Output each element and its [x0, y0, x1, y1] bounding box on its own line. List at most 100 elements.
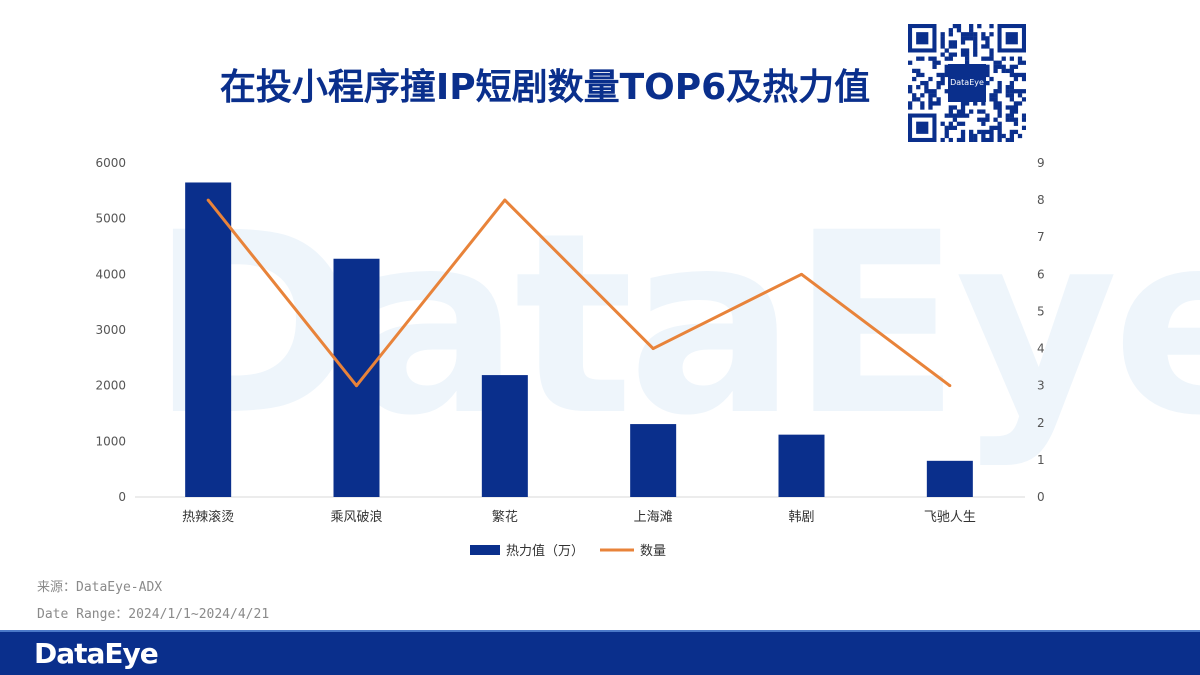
qr-module [936, 97, 941, 102]
legend-swatch-bar [470, 545, 500, 555]
qr-module [993, 105, 998, 110]
footer-bar: DataEye [0, 630, 1200, 675]
x-tick-label: 韩剧 [788, 510, 814, 525]
qr-module [940, 80, 945, 86]
qr-module [912, 97, 917, 102]
qr-finder [916, 32, 929, 45]
qr-module [952, 44, 958, 49]
qr-module [973, 101, 978, 106]
qr-module [1013, 121, 1019, 126]
qr-code: DataEye [908, 24, 1027, 143]
x-tick-label: 上海滩 [634, 510, 673, 525]
qr-module [1005, 68, 1010, 74]
qr-module [989, 125, 994, 130]
qr-module [1005, 105, 1010, 110]
qr-module [973, 137, 978, 143]
qr-module [1009, 129, 1014, 135]
qr-module [928, 105, 933, 110]
qr-module [985, 117, 990, 122]
qr-module [940, 137, 945, 143]
line-point [800, 272, 803, 276]
y-right-tick-label: 5 [1037, 304, 1045, 318]
qr-module [960, 48, 966, 53]
qr-module [948, 28, 953, 33]
qr-module [908, 85, 913, 90]
qr-module [960, 113, 966, 118]
qr-module [920, 93, 925, 98]
qr-module [985, 36, 990, 41]
source-label: 来源：DataEye-ADX [37, 580, 163, 595]
y-left-tick-label: 5000 [95, 212, 126, 226]
line-point [355, 384, 358, 388]
qr-module [960, 40, 966, 45]
qr-module [997, 101, 1002, 106]
qr-module [985, 44, 990, 49]
x-tick-label: 乘风破浪 [330, 510, 382, 525]
qr-module [944, 72, 949, 78]
qr-module [1001, 133, 1006, 139]
qr-module [940, 52, 945, 57]
qr-module [1009, 117, 1014, 122]
y-right-tick-label: 6 [1037, 267, 1045, 281]
qr-module [1009, 137, 1014, 143]
qr-module [989, 56, 994, 61]
y-right-tick-label: 1 [1037, 453, 1045, 467]
qr-module [960, 32, 966, 37]
qr-module [932, 101, 937, 106]
qr-module [948, 113, 953, 118]
x-tick-label: 热辣滚烫 [182, 509, 234, 525]
qr-module [989, 137, 994, 143]
bar [926, 460, 973, 497]
qr-module [932, 56, 937, 61]
qr-module [1017, 72, 1023, 78]
y-left-tick-label: 0 [118, 490, 126, 504]
qr-module [977, 129, 982, 135]
qr-module [1017, 101, 1023, 106]
qr-module [940, 76, 945, 82]
qr-module [1013, 105, 1019, 110]
qr-module [969, 133, 974, 139]
qr-finder [916, 121, 929, 134]
qr-module [960, 137, 966, 143]
qr-module [948, 56, 953, 61]
qr-module [964, 32, 970, 37]
qr-module [1001, 56, 1006, 61]
qr-module [985, 40, 990, 45]
qr-module [932, 89, 937, 94]
qr-module [1021, 97, 1027, 102]
qr-module [916, 68, 921, 74]
qr-module [944, 64, 949, 69]
watermark: DataEye [150, 179, 1200, 470]
qr-module [952, 105, 958, 110]
qr-module [948, 125, 953, 130]
qr-module [948, 109, 953, 114]
qr-module [989, 24, 994, 29]
qr-module [997, 60, 1002, 65]
qr-module [936, 72, 941, 78]
bar [778, 434, 825, 497]
qr-module [1005, 117, 1010, 122]
qr-module [940, 121, 945, 126]
qr-module [985, 56, 990, 61]
qr-module [1021, 60, 1027, 65]
qr-module [1013, 72, 1019, 78]
qr-module [993, 101, 998, 106]
qr-module [960, 109, 966, 114]
qr-module [973, 44, 978, 49]
qr-module [989, 133, 994, 139]
qr-module [997, 113, 1002, 118]
qr-module [985, 72, 990, 78]
qr-module [1009, 80, 1014, 86]
qr-module [981, 32, 986, 37]
qr-module [1009, 72, 1014, 78]
qr-module [1021, 113, 1027, 118]
qr-module [1009, 133, 1014, 139]
qr-module [997, 85, 1002, 90]
qr-module [985, 68, 990, 74]
qr-module [920, 105, 925, 110]
qr-module [912, 76, 917, 82]
qr-module [932, 93, 937, 98]
y-left-tick-label: 2000 [95, 379, 126, 393]
qr-module [956, 113, 962, 118]
qr-module [916, 72, 921, 78]
